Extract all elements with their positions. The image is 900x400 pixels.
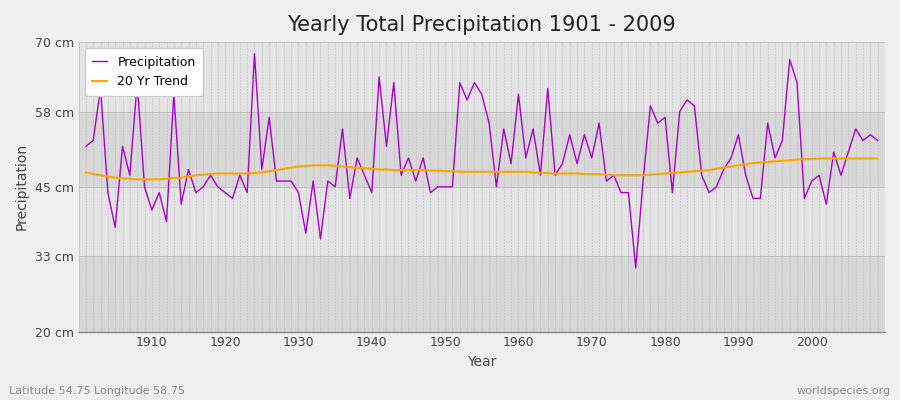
Y-axis label: Precipitation: Precipitation (15, 143, 29, 230)
20 Yr Trend (80, 170, 91, 175)
Legend: Precipitation, 20 Yr Trend: Precipitation, 20 Yr Trend (85, 48, 203, 96)
20 Yr Trend (308, 163, 319, 168)
Line: 20 Yr Trend: 20 Yr Trend (86, 158, 878, 179)
Precipitation (630, 266, 641, 270)
Title: Yearly Total Precipitation 1901 - 2009: Yearly Total Precipitation 1901 - 2009 (287, 15, 676, 35)
X-axis label: Year: Year (467, 355, 497, 369)
Precipitation (308, 179, 319, 184)
Bar (78, 187, 885, 256)
Line: Precipitation: Precipitation (86, 54, 878, 268)
20 Yr Trend (814, 156, 824, 161)
20 Yr Trend (352, 165, 363, 170)
Precipitation (872, 138, 883, 143)
Bar (78, 42, 885, 112)
Precipitation (140, 184, 150, 189)
Precipitation (80, 144, 91, 149)
Precipitation (608, 173, 619, 178)
Bar (78, 112, 885, 187)
Text: Latitude 54.75 Longitude 58.75: Latitude 54.75 Longitude 58.75 (9, 386, 185, 396)
Precipitation (520, 156, 531, 160)
20 Yr Trend (872, 156, 883, 161)
20 Yr Trend (520, 169, 531, 174)
Precipitation (352, 156, 363, 160)
20 Yr Trend (147, 177, 158, 182)
20 Yr Trend (608, 173, 619, 178)
Precipitation (249, 51, 260, 56)
Precipitation (513, 92, 524, 97)
20 Yr Trend (131, 177, 142, 182)
Bar (78, 256, 885, 332)
20 Yr Trend (513, 169, 524, 174)
Text: worldspecies.org: worldspecies.org (796, 386, 891, 396)
